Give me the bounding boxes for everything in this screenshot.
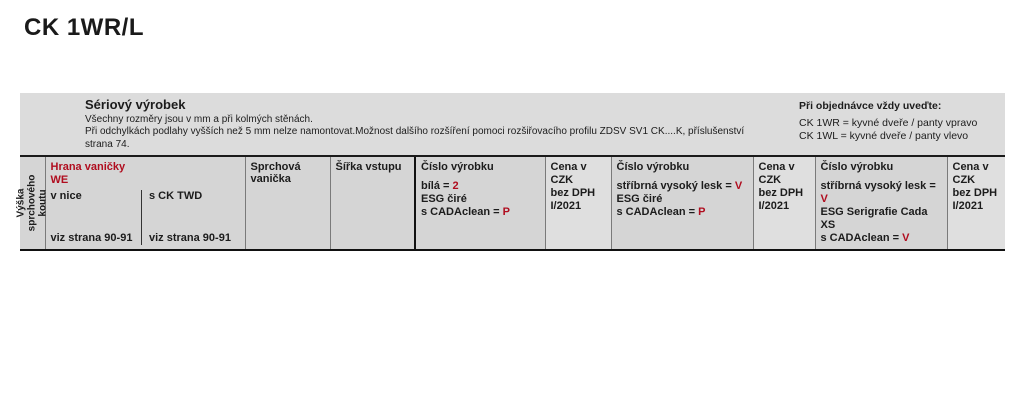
order-note-line-2: CK 1WL = kyvné dveře / panty vlevo	[799, 130, 969, 142]
option-code-v: V	[734, 180, 743, 192]
catalog-sheet: Sériový výrobek Všechny rozměry jsou v m…	[16, 93, 1005, 251]
col-header-code-serigrafie: Číslo výrobku stříbrná vysoký lesk = V E…	[814, 157, 947, 250]
see-page-twd: viz strana 90-91	[149, 232, 231, 244]
col-header-v-nice: v nice viz strana 90-91	[51, 190, 142, 245]
page-title: CK 1WR/L	[24, 14, 144, 41]
cada-code-p2: P	[698, 206, 706, 218]
order-note: Při objednávce vždy uveďte: CK 1WR = kyv…	[799, 99, 995, 150]
cada-code-v: V	[902, 232, 910, 244]
col-header-height: Výška sprchového koutu	[16, 157, 49, 250]
col-header-vstup: Šířka vstupu	[329, 157, 415, 250]
hrana-title: Hrana vaničky	[50, 161, 126, 173]
col-header-ck-twd: s CK TWD viz strana 90-91	[141, 190, 240, 245]
option-code-2: 2	[452, 180, 459, 192]
note-line-2: Při odchylkách podlahy vyšších než 5 mm …	[85, 126, 745, 137]
col-header-hrana: Hrana vaničky WE v nice viz strana 90-91…	[44, 157, 245, 250]
info-band-notes: Sériový výrobek Všechny rozměry jsou v m…	[85, 97, 745, 150]
col-header-code-silver: Číslo výrobku stříbrná vysoký lesk = V E…	[610, 157, 753, 250]
col-header-price-2: Cena v CZK bez DPH I/2021	[752, 157, 815, 250]
hrana-title-2: WE	[50, 174, 69, 186]
series-heading: Sériový výrobek	[85, 97, 186, 112]
cada-code-p: P	[502, 206, 510, 218]
col-header-vanicka: Sprchová vanička	[244, 157, 330, 250]
option-code-v2: V	[820, 193, 828, 205]
col-header-price-3: Cena v CZK bez DPH I/2021	[946, 157, 1005, 250]
see-page-nice: viz strana 90-91	[50, 232, 133, 244]
price-table: Výška sprchového koutu Hrana vaničky WE …	[16, 157, 1005, 251]
order-note-line-1: CK 1WR = kyvné dveře / panty vpravo	[799, 117, 978, 129]
order-note-heading: Při objednávce vždy uveďte:	[799, 100, 942, 112]
col-header-code-white: Číslo výrobku bílá = 2 ESG čiré s CADAcl…	[414, 157, 545, 250]
note-line-1: Všechny rozměry jsou v mm a při kolmých …	[85, 113, 313, 125]
table-header: Výška sprchového koutu Hrana vaničky WE …	[16, 157, 1005, 250]
note-line-3: strana 74.	[85, 138, 130, 150]
info-band: Sériový výrobek Všechny rozměry jsou v m…	[20, 93, 1005, 157]
col-header-price-1: Cena v CZK bez DPH I/2021	[544, 157, 611, 250]
